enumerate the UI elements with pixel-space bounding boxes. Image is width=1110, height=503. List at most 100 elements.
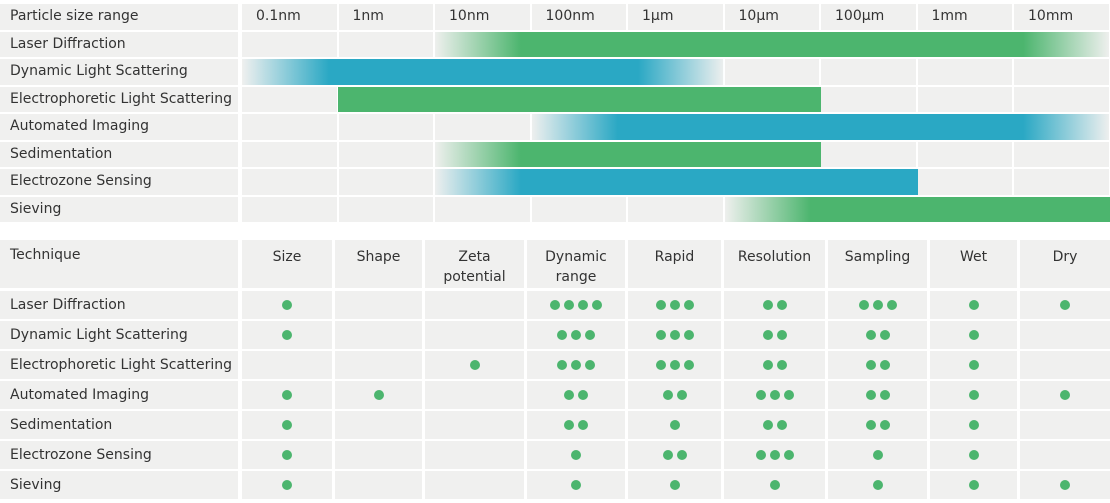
rating-dot	[655, 330, 666, 340]
rating-dot	[564, 390, 574, 400]
grid-cell	[917, 169, 1012, 195]
rating-cell	[828, 291, 927, 319]
size-tick-label: 1µm	[628, 4, 723, 30]
table-row: Sedimentation	[0, 411, 1110, 439]
rating-dot	[1060, 300, 1070, 310]
particle-size-range-chart: Particle size range 0.1nm 1nm 10nm 100nm 1µm 1…	[0, 4, 1110, 222]
rating-dot	[282, 420, 292, 430]
size-range-row: Electrophoretic Light Scattering	[0, 86, 1110, 112]
grid-cell	[242, 86, 337, 112]
rating-dot	[858, 300, 869, 310]
size-tick-label: 100nm	[531, 4, 626, 30]
rating-cell	[628, 411, 721, 439]
rating-dot	[669, 300, 680, 310]
technique-label: Automated Imaging	[0, 114, 238, 140]
rating-dot	[872, 450, 883, 460]
grid-cell	[242, 141, 337, 167]
rating-cell	[335, 471, 422, 499]
grid-cell	[1014, 59, 1109, 85]
rating-dot	[557, 360, 567, 370]
rating-cell	[1020, 441, 1110, 469]
grid-cell	[1014, 169, 1109, 195]
rating-dot	[886, 300, 897, 310]
rating-cell	[930, 321, 1017, 349]
rating-cell	[1020, 471, 1110, 499]
size-range-row: Laser Diffraction	[0, 31, 1110, 57]
rating-dot	[776, 330, 787, 340]
size-tick-label: 1nm	[338, 4, 433, 30]
rating-dot	[879, 360, 890, 370]
rating-dot	[282, 480, 292, 490]
table-header-row: Technique Size Shape Zeta potential Dynamic …	[0, 240, 1110, 288]
rating-cell	[527, 291, 625, 319]
table-row-label: Automated Imaging	[0, 381, 238, 409]
rating-dot	[578, 390, 588, 400]
rating-cell	[930, 471, 1017, 499]
rating-cell	[724, 441, 825, 469]
size-range-row: Automated Imaging	[0, 114, 1110, 140]
rating-cell	[425, 471, 524, 499]
table-row-label: Electrozone Sensing	[0, 441, 238, 469]
rating-dot	[585, 360, 595, 370]
grid-cell	[338, 141, 433, 167]
rating-dot	[282, 390, 292, 400]
table-column-header: Sampling	[828, 240, 927, 288]
rating-cell	[527, 411, 625, 439]
rating-dot	[872, 480, 883, 490]
rating-dot	[968, 480, 979, 490]
technique-label: Electrophoretic Light Scattering	[0, 86, 238, 112]
size-range-bar	[242, 59, 725, 85]
rating-cell	[242, 381, 332, 409]
rating-dot	[669, 330, 680, 340]
grid-cell	[1014, 86, 1109, 112]
table-row: Laser Diffraction	[0, 291, 1110, 319]
grid-cell	[724, 59, 819, 85]
rating-dot	[571, 450, 581, 460]
rating-dot	[550, 300, 560, 310]
grid-cell	[821, 141, 916, 167]
rating-cell	[828, 471, 927, 499]
rating-cell	[628, 291, 721, 319]
rating-dot	[762, 330, 773, 340]
rating-dot	[1060, 390, 1070, 400]
size-range-row: Sedimentation	[0, 141, 1110, 167]
rating-dot	[662, 450, 673, 460]
rating-dot	[968, 420, 979, 430]
rating-cell	[425, 321, 524, 349]
table-row-label: Sedimentation	[0, 411, 238, 439]
table-row-label: Electrophoretic Light Scattering	[0, 351, 238, 379]
rating-cell	[628, 351, 721, 379]
rating-cell	[425, 351, 524, 379]
rating-dot	[769, 390, 780, 400]
rating-dot	[676, 390, 687, 400]
rating-dot	[571, 330, 581, 340]
grid-cell	[821, 86, 916, 112]
rating-dot	[783, 390, 794, 400]
size-range-bar	[530, 114, 1110, 140]
rating-dot	[762, 300, 773, 310]
rating-dot	[592, 300, 602, 310]
rating-dot	[683, 360, 694, 370]
grid-cell	[242, 114, 337, 140]
grid-cell	[338, 114, 433, 140]
rating-dot	[578, 300, 588, 310]
rating-cell	[1020, 321, 1110, 349]
table-column-header: Wet	[930, 240, 1017, 288]
rating-cell	[724, 471, 825, 499]
rating-cell	[527, 441, 625, 469]
rating-dot	[571, 360, 581, 370]
table-row: Dynamic Light Scattering	[0, 321, 1110, 349]
rating-cell	[930, 411, 1017, 439]
table-row-label: Sieving	[0, 471, 238, 499]
rating-cell	[335, 291, 422, 319]
rating-dot	[769, 450, 780, 460]
size-range-row: Sieving	[0, 196, 1110, 222]
grid-cell	[821, 59, 916, 85]
rating-cell	[527, 381, 625, 409]
rating-dot	[564, 420, 574, 430]
rating-dot	[585, 330, 595, 340]
grid-cell	[917, 141, 1012, 167]
size-range-bar	[434, 31, 1110, 57]
rating-dot	[762, 360, 773, 370]
size-tick-label: 10mm	[1014, 4, 1109, 30]
